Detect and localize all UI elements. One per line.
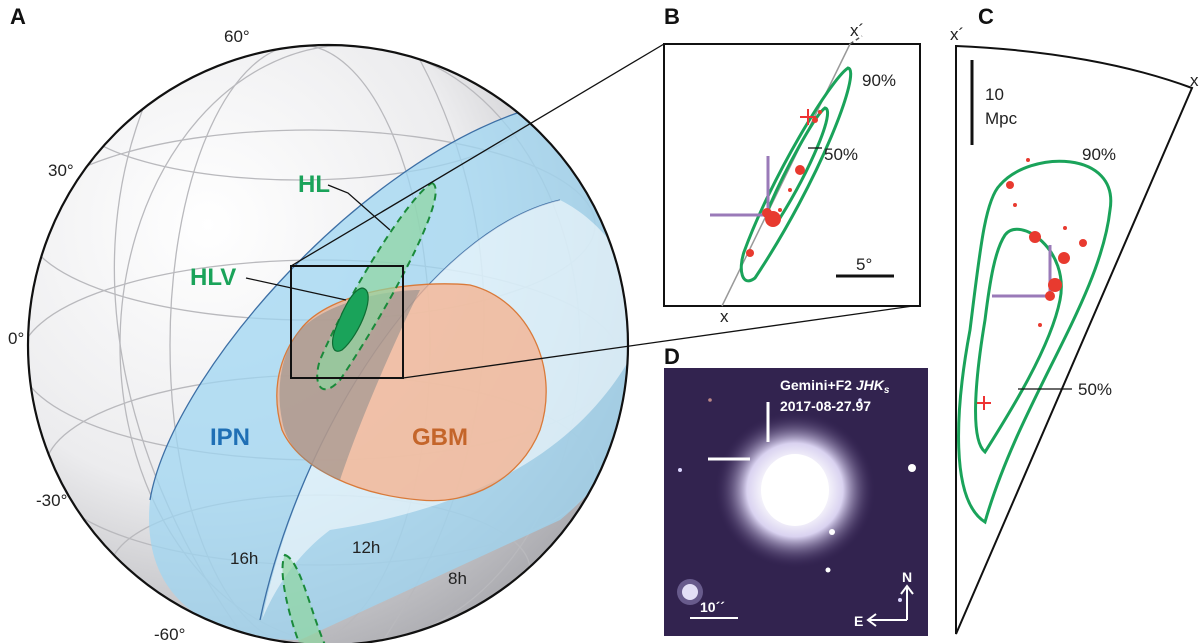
b-scale-label: 5° [856, 255, 872, 274]
panel-label-d: D [664, 344, 680, 369]
compass [866, 584, 914, 627]
b-axis-start: x [720, 307, 729, 326]
lat-30-label: 30° [48, 161, 74, 180]
panel-label-a: A [10, 4, 26, 29]
c-contour-50-label: 50% [1078, 380, 1112, 399]
cone-outline [955, 44, 1194, 635]
galaxy-points-b [746, 110, 822, 257]
b-contour-50-label: 50% [824, 145, 858, 164]
hl-label: HL [298, 171, 330, 198]
d-date: 2017-08-27.97 [780, 398, 871, 414]
contour-90-c [957, 159, 1113, 525]
b-contour-90-label: 90% [862, 71, 896, 90]
gbm-label: GBM [412, 424, 468, 451]
d-east-label: E [854, 613, 863, 629]
galaxy-points-c [1006, 158, 1087, 327]
sky-sphere [26, 43, 921, 643]
zoom-box [290, 265, 404, 379]
hl-region-lower [281, 553, 327, 643]
c-axis-start: x´ [950, 25, 964, 44]
star [682, 584, 698, 600]
sphere-outline [26, 43, 630, 643]
panel-label-b: B [664, 4, 680, 29]
contour-50-c [974, 227, 1063, 455]
hlv-region [332, 287, 369, 352]
lon-12h-label: 12h [352, 538, 380, 557]
ipn-label: IPN [210, 424, 250, 451]
lat-0-label: 0° [8, 329, 24, 348]
panel-label-c: C [978, 4, 994, 29]
lon-16h-label: 16h [230, 549, 258, 568]
c-scale-unit: Mpc [985, 109, 1018, 128]
panel-d-image [664, 368, 928, 636]
d-instrument: Gemini+F2 JHKs [780, 377, 890, 396]
panel-b [663, 35, 921, 307]
lat-60-label: 60° [224, 27, 250, 46]
d-north-label: N [902, 569, 912, 585]
hlv-label: HLV [190, 264, 236, 291]
x-axis-line [721, 43, 851, 307]
c-contour-90-label: 90% [1082, 145, 1116, 164]
lat-minus-60-label: -60° [154, 625, 185, 643]
lat-minus-30-label: -30° [36, 491, 67, 510]
c-axis-end: x [1190, 71, 1199, 90]
panel-c [955, 44, 1194, 635]
b-axis-end: x´ [850, 21, 864, 40]
lon-8h-label: 8h [448, 569, 467, 588]
c-scale-value: 10 [985, 85, 1004, 104]
d-scale-label: 10´´ [700, 599, 725, 615]
